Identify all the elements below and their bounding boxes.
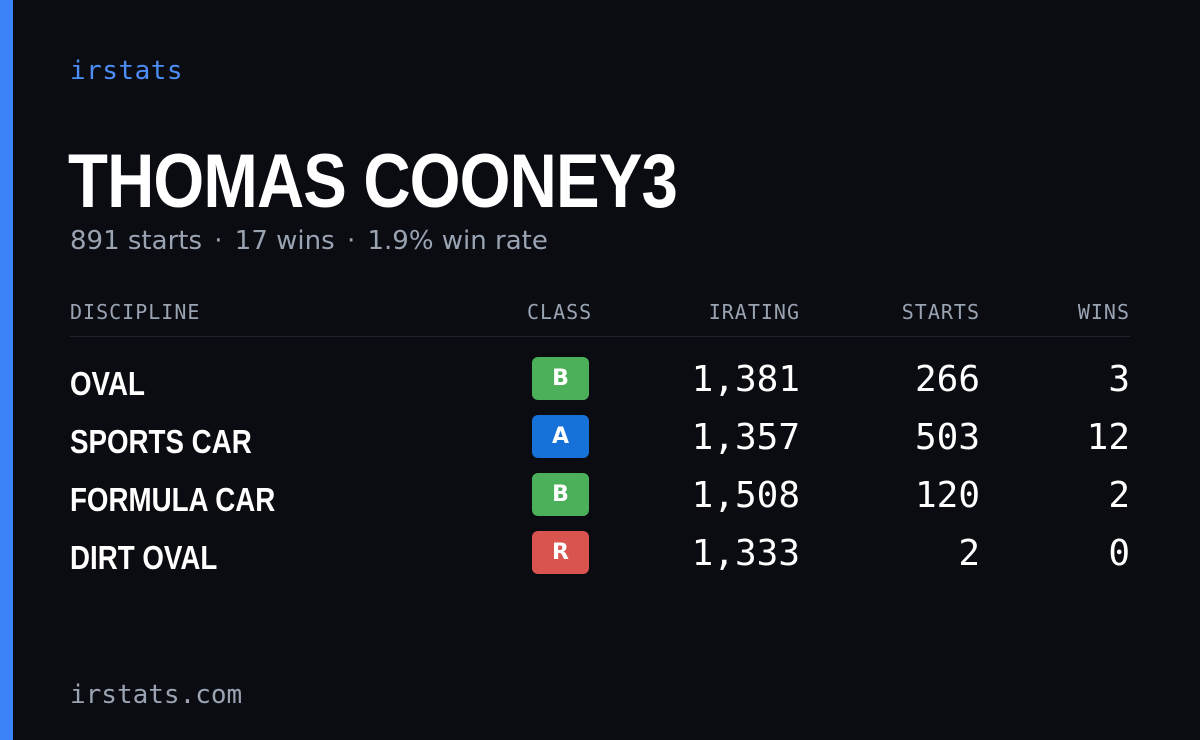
- class-badge: B: [532, 357, 589, 400]
- table-body: OVAL B 1,381 266 3 SPORTS CAR A 1,357 50…: [70, 337, 1130, 589]
- header-starts: STARTS: [901, 300, 980, 324]
- irating-value: 1,381: [691, 359, 800, 400]
- summary-separator: ·: [214, 226, 223, 256]
- wins-value: 0: [1108, 533, 1130, 574]
- irating-value: 1,333: [691, 533, 800, 574]
- footer-url: irstats.com: [70, 680, 243, 710]
- table-row: FORMULA CAR B 1,508 120 2: [70, 473, 1130, 531]
- starts-value: 120: [914, 475, 980, 516]
- table-row: DIRT OVAL R 1,333 2 0: [70, 531, 1130, 589]
- header-class: CLASS: [527, 300, 593, 324]
- irating-value: 1,508: [691, 475, 800, 516]
- wins-value: 2: [1108, 475, 1130, 516]
- header-discipline: DISCIPLINE: [70, 300, 201, 324]
- wins-value: 3: [1108, 359, 1130, 400]
- discipline-name: DIRT OVAL: [70, 539, 218, 576]
- table-row: SPORTS CAR A 1,357 503 12: [70, 415, 1130, 473]
- summary-wins: 17 wins: [234, 226, 335, 256]
- driver-name: THOMAS COONEY3: [68, 139, 678, 224]
- brand-logo: irstats: [70, 56, 184, 86]
- table-row: OVAL B 1,381 266 3: [70, 357, 1130, 415]
- class-badge: B: [532, 473, 589, 516]
- class-badge: R: [532, 531, 589, 574]
- summary-separator: ·: [346, 226, 356, 256]
- discipline-name: FORMULA CAR: [70, 481, 276, 518]
- discipline-name: SPORTS CAR: [70, 423, 252, 460]
- discipline-table: DISCIPLINE CLASS IRATING STARTS WINS OVA…: [70, 296, 1130, 589]
- header-wins: WINS: [1077, 300, 1130, 324]
- irating-value: 1,357: [691, 417, 800, 458]
- summary-win-rate: 1.9% win rate: [367, 226, 548, 256]
- header-irating: IRATING: [708, 300, 800, 324]
- table-header: DISCIPLINE CLASS IRATING STARTS WINS: [70, 296, 1130, 337]
- wins-value: 12: [1086, 417, 1130, 458]
- summary-starts: 891 starts: [70, 226, 202, 256]
- starts-value: 2: [958, 533, 980, 574]
- discipline-name: OVAL: [70, 365, 145, 402]
- starts-value: 503: [914, 417, 980, 458]
- class-badge: A: [532, 415, 589, 458]
- starts-value: 266: [914, 359, 980, 400]
- accent-bar: [0, 0, 13, 740]
- driver-summary: 891 starts · 17 wins · 1.9% win rate: [70, 226, 548, 256]
